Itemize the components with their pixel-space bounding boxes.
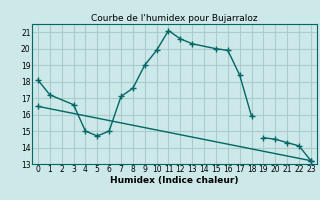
X-axis label: Humidex (Indice chaleur): Humidex (Indice chaleur) bbox=[110, 176, 239, 185]
Title: Courbe de l'humidex pour Bujarraloz: Courbe de l'humidex pour Bujarraloz bbox=[91, 14, 258, 23]
